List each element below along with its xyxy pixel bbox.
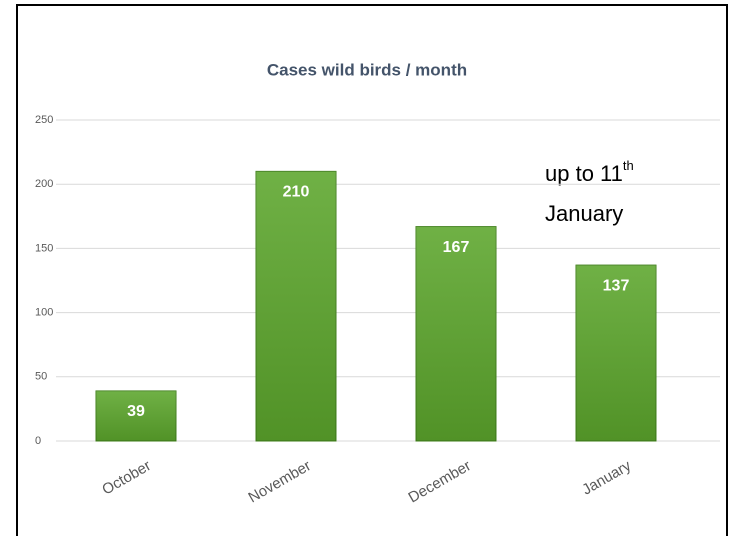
y-tick-label: 100 [35, 307, 53, 319]
data-label: 210 [283, 184, 310, 201]
annotation: January [545, 201, 623, 226]
x-tick-label: January [579, 457, 634, 499]
x-tick-label: November [246, 457, 314, 506]
x-tick-label: December [406, 457, 474, 506]
y-tick-label: 250 [35, 114, 53, 126]
frame [16, 4, 728, 536]
y-tick-label: 50 [35, 371, 47, 383]
data-label: 39 [127, 403, 145, 420]
x-tick-label: October [99, 457, 154, 498]
y-tick-label: 200 [35, 178, 53, 190]
data-label: 137 [603, 277, 630, 294]
chart-title: Cases wild birds / month [267, 60, 467, 79]
bar [255, 170, 337, 442]
y-tick-label: 150 [35, 242, 53, 254]
data-label: 167 [443, 239, 470, 256]
y-tick-label: 0 [35, 435, 41, 447]
annotation: up to 11th [545, 158, 634, 185]
bar [415, 226, 497, 442]
